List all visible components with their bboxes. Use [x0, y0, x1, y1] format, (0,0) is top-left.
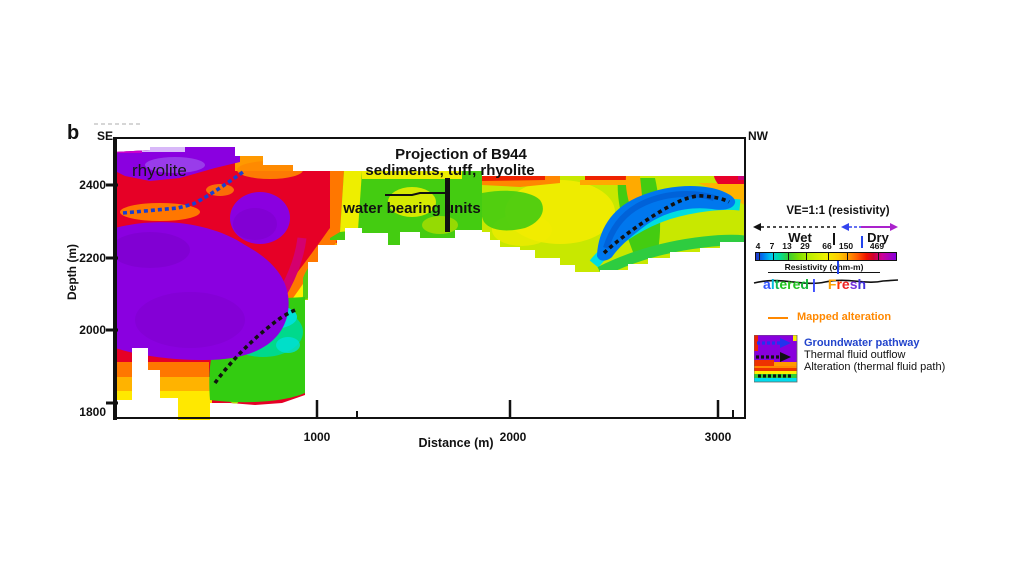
altered-fresh-divider: |	[812, 276, 816, 292]
black-arrow-icon	[780, 352, 791, 362]
pathway-key-swatch	[754, 335, 798, 383]
water-bearing-leader-line	[385, 192, 447, 196]
y-tick-2200: 2200	[79, 251, 106, 265]
panel-label: b	[67, 122, 80, 144]
cbar-value-150: 150	[838, 241, 854, 251]
cbar-value-4: 4	[755, 241, 761, 251]
thermal-fluid-path-nw	[602, 194, 730, 255]
altered-label: altered	[763, 276, 809, 292]
dry-label: Dry	[867, 230, 889, 245]
ve-label: VE=1:1 (resistivity)	[786, 205, 890, 217]
groundwater-pathway-label: Groundwater pathway	[804, 337, 920, 349]
wet-dry-arrow-line	[753, 223, 898, 231]
x-tick-1000: 1000	[303, 430, 331, 444]
right-resistivity-band	[482, 176, 745, 272]
projection-label-line2: sediments, tuff, rhyolite	[365, 162, 535, 179]
left-resistivity-body	[115, 147, 337, 420]
axes-frame	[106, 137, 746, 420]
b944-well-bar	[445, 178, 450, 232]
rhyolite-label: rhyolite	[132, 161, 187, 180]
y-tick-2000: 2000	[79, 323, 106, 337]
fresh-label: Fresh	[827, 276, 867, 292]
colorbar-label-underline	[768, 272, 880, 273]
x-tick-2000: 2000	[499, 430, 527, 444]
colorbar-label: Resistivity (ohm-m)	[784, 262, 864, 272]
mapped-alteration-label: Mapped alteration	[797, 311, 892, 323]
cbar-value-13: 13	[782, 241, 792, 251]
projection-label-line1: Projection of B944	[395, 146, 527, 163]
y-axis-label: Depth (m)	[65, 244, 79, 300]
resistivity-colorbar	[755, 252, 897, 261]
cbar-value-29: 29	[800, 241, 810, 251]
y-tick-1800: 1800	[79, 405, 106, 419]
corner-label-se: SE	[97, 129, 114, 143]
alteration-path-label: Alteration (thermal fluid path)	[804, 361, 946, 373]
water-bearing-label: water bearing units	[343, 200, 481, 217]
wet-label: Wet	[788, 230, 812, 245]
altered-fresh-boundary-tick	[837, 261, 839, 274]
mapped-alteration-line-swatch	[768, 317, 788, 319]
cbar-value-66: 66	[822, 241, 832, 251]
x-axis-label: Distance (m)	[418, 436, 494, 450]
y-tick-2400: 2400	[79, 178, 106, 192]
wet-dry-divider	[833, 233, 835, 245]
groundwater-pathway-line	[122, 170, 245, 215]
x-tick-3000: 3000	[704, 430, 732, 444]
corner-label-nw: NW	[748, 129, 768, 143]
thermal-fluid-outflow-label: Thermal fluid outflow	[804, 349, 906, 361]
cbar-value-7: 7	[769, 241, 775, 251]
blue-low-resistivity-zone	[597, 186, 736, 261]
blue-arrow-icon	[780, 338, 791, 348]
dry-range-marker	[861, 236, 863, 248]
wavy-brace-line	[753, 279, 899, 285]
cbar-value-469: 469	[869, 241, 885, 251]
